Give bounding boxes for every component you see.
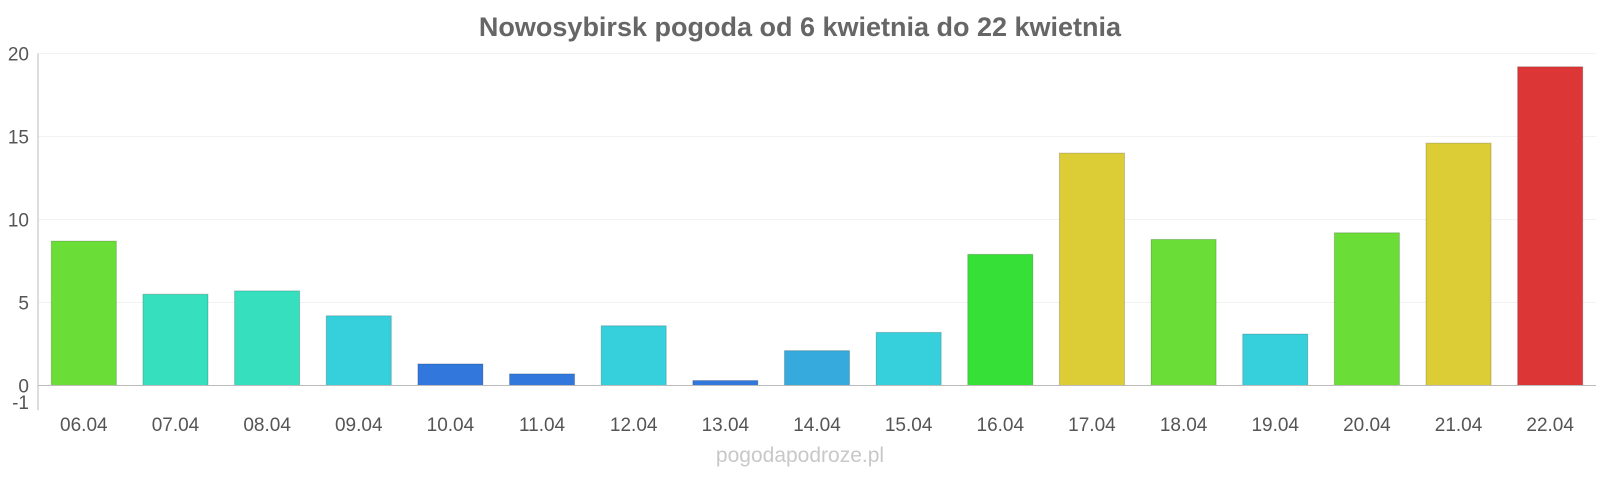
x-tick-label: 12.04 xyxy=(610,415,658,436)
y-tick-label: 15 xyxy=(8,128,29,149)
y-tick-label: 0 xyxy=(18,377,29,398)
x-tick-label: 20.04 xyxy=(1343,415,1391,436)
y-tick-labels: 20 15 10 5 0-1 xyxy=(8,45,29,415)
x-tick-label: 21.04 xyxy=(1435,415,1483,436)
x-tick-label: 10.04 xyxy=(427,415,475,436)
bar xyxy=(1425,142,1492,386)
x-tick-label: 09.04 xyxy=(335,415,383,436)
x-tick-labels: 06.04 07.04 08.04 09.04 10.04 11.04 12.04 13.04… xyxy=(60,415,1574,436)
bar xyxy=(142,293,209,387)
y-tick-label: 10 xyxy=(8,211,29,232)
bar xyxy=(967,253,1034,386)
y-tick-label: -1 xyxy=(12,393,29,414)
x-tick-label: 18.04 xyxy=(1160,415,1208,436)
bar xyxy=(509,373,576,387)
y-tick-label: 20 xyxy=(8,45,29,66)
bars xyxy=(50,66,1584,387)
bar xyxy=(1242,333,1309,387)
bar xyxy=(1058,152,1125,386)
x-tick-label: 11.04 xyxy=(519,415,566,436)
bar xyxy=(1150,238,1217,386)
bar xyxy=(875,331,942,387)
x-tick-label: 06.04 xyxy=(60,415,108,436)
watermark: pogodapodroze.pl xyxy=(716,444,884,467)
x-tick-label: 22.04 xyxy=(1526,415,1574,436)
y-tick-label: 5 xyxy=(18,294,29,315)
bar xyxy=(1333,232,1400,386)
bar xyxy=(783,350,851,387)
bar xyxy=(50,240,117,386)
x-tick-label: 19.04 xyxy=(1251,415,1299,436)
bar xyxy=(417,363,484,387)
bar xyxy=(600,325,667,386)
bar xyxy=(234,290,301,387)
bar xyxy=(325,315,392,386)
x-tick-label: 17.04 xyxy=(1068,415,1116,436)
x-tick-label: 08.04 xyxy=(243,415,291,436)
x-tick-label: 16.04 xyxy=(977,415,1025,436)
bar xyxy=(692,380,759,386)
x-tick-label: 14.04 xyxy=(793,415,841,436)
chart-title: Nowosybirsk pogoda od 6 kwietnia do 22 k… xyxy=(479,12,1122,42)
axes xyxy=(37,53,1596,411)
x-tick-label: 13.04 xyxy=(702,415,750,436)
x-tick-label: 15.04 xyxy=(885,415,933,436)
x-tick-label: 07.04 xyxy=(152,415,200,436)
bar xyxy=(1517,66,1584,386)
